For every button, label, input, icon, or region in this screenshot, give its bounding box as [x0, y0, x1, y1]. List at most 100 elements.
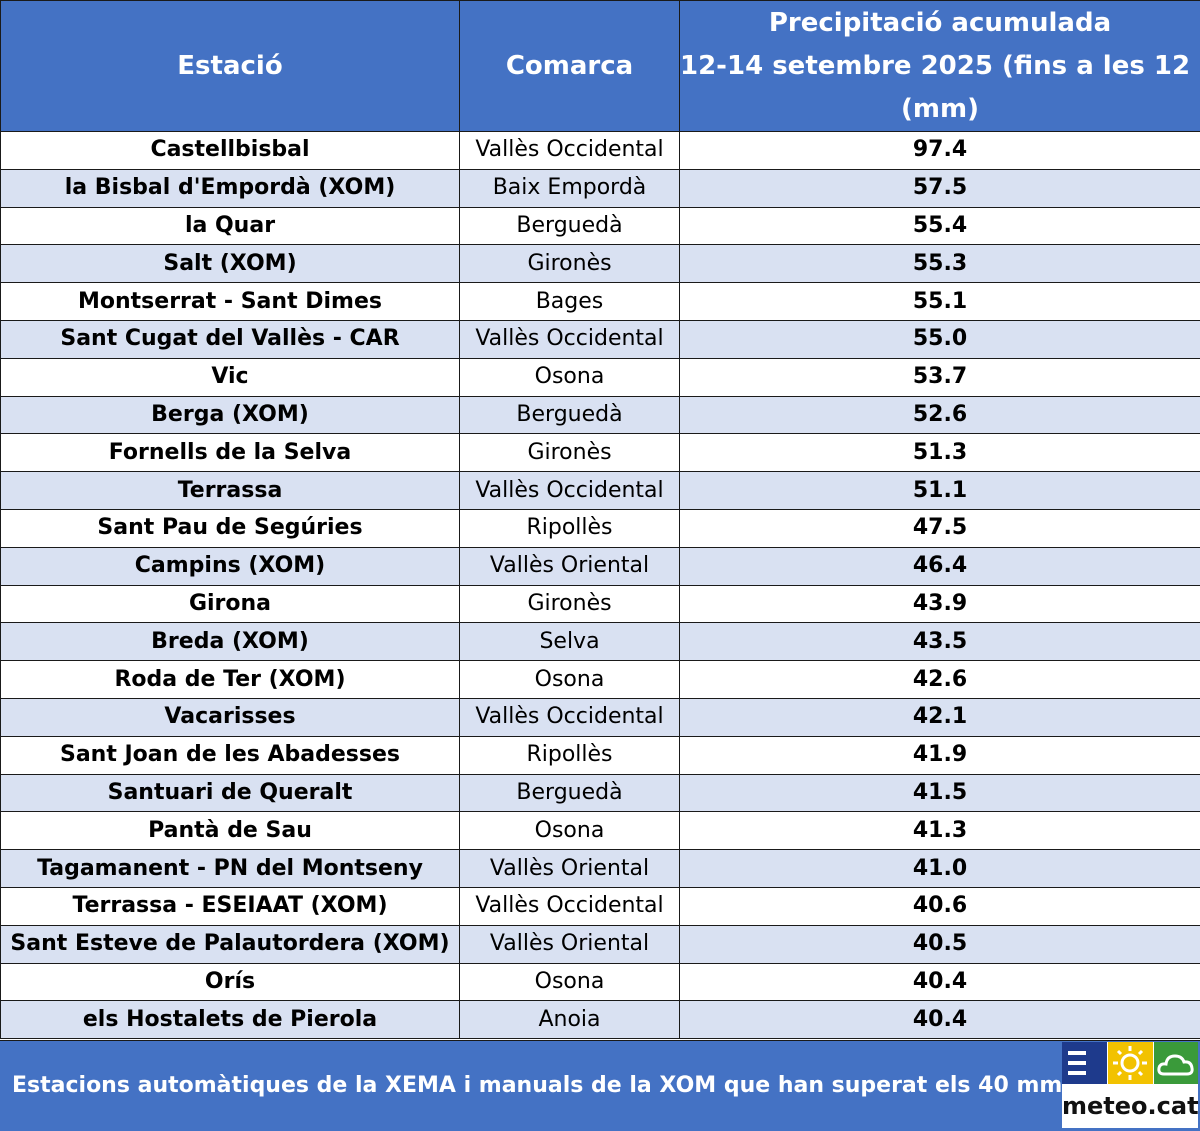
- table-row: Sant Esteve de Palautordera (XOM)Vallès …: [1, 925, 1200, 963]
- comarca-cell: Vallès Occidental: [460, 320, 680, 358]
- comarca-cell: Vallès Oriental: [460, 925, 680, 963]
- station-cell: Girona: [1, 585, 460, 623]
- logo-text: meteo.cat: [1062, 1088, 1198, 1124]
- comarca-cell: Osona: [460, 812, 680, 850]
- precipitation-cell: 52.6: [680, 396, 1200, 434]
- precipitation-cell: 97.4: [680, 132, 1200, 170]
- bars-icon: [1062, 1042, 1107, 1084]
- station-cell: la Bisbal d'Empordà (XOM): [1, 169, 460, 207]
- header-precipitation: Precipitació acumulada 12-14 setembre 20…: [680, 1, 1200, 132]
- comarca-cell: Bages: [460, 283, 680, 321]
- station-cell: Salt (XOM): [1, 245, 460, 283]
- header-station: Estació: [1, 1, 460, 132]
- comarca-cell: Gironès: [460, 434, 680, 472]
- sun-icon: [1108, 1042, 1153, 1084]
- station-cell: Montserrat - Sant Dimes: [1, 283, 460, 321]
- precipitation-cell: 40.4: [680, 1001, 1200, 1039]
- precipitation-cell: 55.3: [680, 245, 1200, 283]
- precipitation-cell: 51.3: [680, 434, 1200, 472]
- precipitation-cell: 43.5: [680, 623, 1200, 661]
- station-cell: Sant Esteve de Palautordera (XOM): [1, 925, 460, 963]
- station-cell: Santuari de Queralt: [1, 774, 460, 812]
- comarca-cell: Gironès: [460, 585, 680, 623]
- comarca-cell: Gironès: [460, 245, 680, 283]
- comarca-cell: Osona: [460, 963, 680, 1001]
- precipitation-cell: 42.6: [680, 661, 1200, 699]
- station-cell: els Hostalets de Pierola: [1, 1001, 460, 1039]
- footer-banner: Estacions automàtiques de la XEMA i manu…: [0, 1040, 1200, 1131]
- comarca-cell: Ripollès: [460, 509, 680, 547]
- table-row: Terrassa - ESEIAAT (XOM)Vallès Occidenta…: [1, 887, 1200, 925]
- precipitation-cell: 57.5: [680, 169, 1200, 207]
- comarca-cell: Osona: [460, 358, 680, 396]
- header-row: Estació Comarca Precipitació acumulada 1…: [1, 1, 1200, 132]
- header-precip-line2: 12-14 setembre 2025 (fins a les 12 h): [680, 45, 1200, 88]
- station-cell: Pantà de Sau: [1, 812, 460, 850]
- comarca-cell: Berguedà: [460, 774, 680, 812]
- station-cell: Breda (XOM): [1, 623, 460, 661]
- precipitation-cell: 40.6: [680, 887, 1200, 925]
- station-cell: Roda de Ter (XOM): [1, 661, 460, 699]
- station-cell: Vic: [1, 358, 460, 396]
- station-cell: la Quar: [1, 207, 460, 245]
- precipitation-cell: 41.3: [680, 812, 1200, 850]
- precipitation-cell: 41.0: [680, 850, 1200, 888]
- comarca-cell: Berguedà: [460, 207, 680, 245]
- comarca-cell: Vallès Oriental: [460, 547, 680, 585]
- comarca-cell: Berguedà: [460, 396, 680, 434]
- station-cell: Tagamanent - PN del Montseny: [1, 850, 460, 888]
- precipitation-cell: 51.1: [680, 472, 1200, 510]
- header-comarca: Comarca: [460, 1, 680, 132]
- cloud-icon: [1154, 1042, 1198, 1084]
- station-cell: Fornells de la Selva: [1, 434, 460, 472]
- precipitation-cell: 41.5: [680, 774, 1200, 812]
- precipitation-cell: 55.0: [680, 320, 1200, 358]
- header-precip-line3: (mm): [680, 88, 1200, 131]
- station-cell: Vacarisses: [1, 698, 460, 736]
- station-cell: Orís: [1, 963, 460, 1001]
- comarca-cell: Vallès Oriental: [460, 850, 680, 888]
- precipitation-cell: 46.4: [680, 547, 1200, 585]
- station-cell: Terrassa - ESEIAAT (XOM): [1, 887, 460, 925]
- comarca-cell: Osona: [460, 661, 680, 699]
- meteocat-logo: meteo.cat: [1062, 1042, 1198, 1128]
- precipitation-cell: 55.1: [680, 283, 1200, 321]
- precipitation-cell: 53.7: [680, 358, 1200, 396]
- station-cell: Sant Cugat del Vallès - CAR: [1, 320, 460, 358]
- table-header: Estació Comarca Precipitació acumulada 1…: [1, 1, 1200, 132]
- comarca-cell: Vallès Occidental: [460, 132, 680, 170]
- station-cell: Terrassa: [1, 472, 460, 510]
- precipitation-cell: 55.4: [680, 207, 1200, 245]
- comarca-cell: Ripollès: [460, 736, 680, 774]
- comarca-cell: Baix Empordà: [460, 169, 680, 207]
- precipitation-table: Estació Comarca Precipitació acumulada 1…: [0, 0, 1200, 1039]
- station-cell: Castellbisbal: [1, 132, 460, 170]
- comarca-cell: Vallès Occidental: [460, 887, 680, 925]
- precipitation-cell: 40.5: [680, 925, 1200, 963]
- comarca-cell: Selva: [460, 623, 680, 661]
- precipitation-cell: 47.5: [680, 509, 1200, 547]
- precipitation-cell: 41.9: [680, 736, 1200, 774]
- station-cell: Sant Pau de Segúries: [1, 509, 460, 547]
- comarca-cell: Anoia: [460, 1001, 680, 1039]
- station-cell: Sant Joan de les Abadesses: [1, 736, 460, 774]
- precipitation-cell: 42.1: [680, 698, 1200, 736]
